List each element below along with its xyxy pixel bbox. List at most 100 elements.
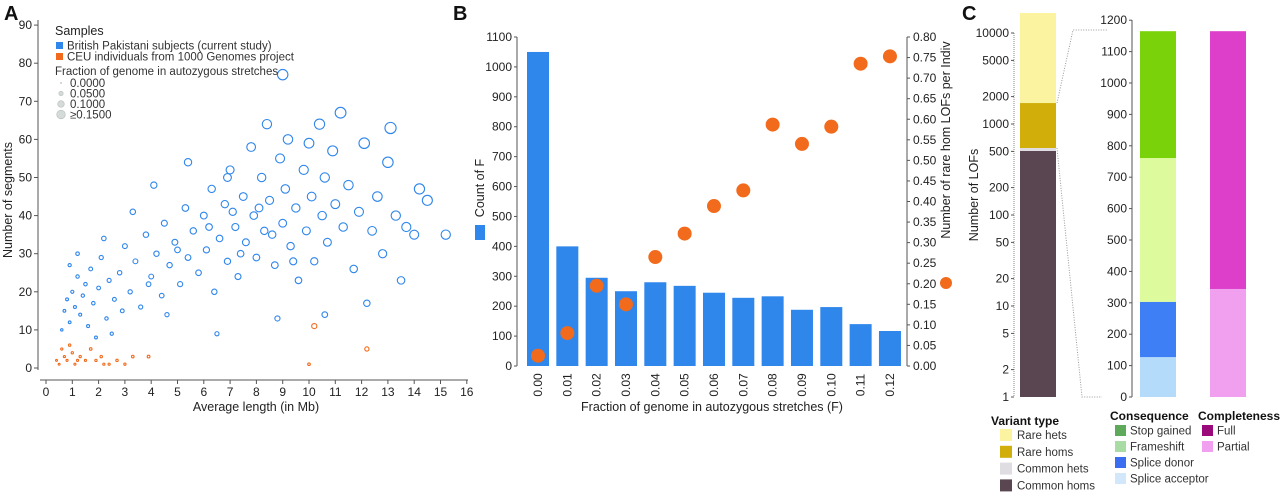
legend-swatch [1202,441,1213,452]
segment-splice-acceptor [1140,357,1176,397]
legend-label: Rare homs [1017,447,1073,459]
scatter-point-pakistani [205,223,213,231]
left-tick-label: 100 [492,329,512,343]
scatter-point-ceu [99,354,103,359]
right-tick-label: 0.40 [913,195,937,209]
scatter-point-pakistani [121,243,128,250]
dot-0.08 [765,117,780,132]
scatter-point-pakistani [78,312,83,317]
x-tick-label: 0.10 [824,373,838,397]
scatter-point-pakistani [220,199,230,209]
zoom-connector-bottom [1056,147,1102,398]
bar-0.10 [820,307,843,366]
scatter-point-pakistani [267,230,277,239]
scatter-point-ceu [115,358,119,363]
scatter-point-pakistani [276,68,289,81]
y-axis-label: Number of LOFs [967,149,981,241]
right-tick-label: 0.80 [913,30,937,44]
scatter-point-pakistani [60,328,64,332]
scatter-point-pakistani [363,299,371,307]
right-axis-label: Number of rare hom LOFs per Indiv [939,41,953,239]
segment-stop-gained [1140,31,1176,159]
legend-swatch [1115,441,1126,452]
scatter-point-pakistani [127,289,133,295]
right-tick-label: 0.25 [913,256,937,270]
scatter-point-pakistani [104,316,109,321]
x-axis-label: Average length (in Mb) [193,400,319,414]
scatter-point-pakistani [280,184,291,194]
scatter-point-pakistani [145,281,152,288]
y-tick-label: 50 [19,171,33,185]
size-legend-label: 0.0000 [70,78,105,90]
right-tick-label: 0.30 [913,236,937,250]
scatter-point-pakistani [96,285,102,291]
right-tick-label: 0.20 [913,277,937,291]
scatter-point-pakistani [132,258,139,265]
scatter-point-pakistani [184,254,192,261]
scatter-point-pakistani [129,208,137,216]
x-tick-label: 0.07 [736,373,750,397]
scatter-point-pakistani [70,289,75,294]
right-tick-label: 1200 [1100,13,1127,27]
size-legend-circle [56,109,66,120]
x-tick-label: 14 [408,385,422,399]
legend-swatch [1115,457,1126,468]
dot-0.03 [618,297,633,312]
right-tick-label: 0.45 [913,174,937,188]
scatter-point-pakistani [214,331,220,337]
legend-label: Common hets [1017,464,1089,476]
scatter-point-ceu [67,343,72,347]
scatter-point-pakistani [236,249,245,258]
panel-label-a: A [4,3,18,25]
x-tick-label: 5 [174,385,181,399]
left-tick-label: 1100 [486,30,512,44]
bar-chart-b: 0 100 200 300 400 500 600 700 800 900 1000 1100 0.00… [473,30,953,414]
scatter-point-pakistani [171,238,179,246]
scatter-point-pakistani [303,137,315,149]
scatter-point-pakistani [286,241,295,251]
scatter-point-pakistani [306,191,317,202]
scatter-point-pakistani [106,277,112,283]
right-tick-label: 0 [1120,390,1127,404]
x-tick-label: 3 [122,385,129,399]
scatter-point-pakistani [119,308,125,314]
scatter-point-ceu [364,346,370,352]
legend-label: Splice donor [1130,458,1194,470]
x-tick-label: 6 [200,385,207,399]
scatter-point-pakistani [256,172,267,183]
scatter-point-pakistani [225,165,235,175]
x-tick-label: 10 [302,385,316,399]
left-tick-label: 1000 [485,60,512,74]
left-tick-label: 700 [492,150,512,164]
scatter-point-pakistani [260,226,269,236]
x-axis-label: Fraction of genome in autozygous stretch… [581,400,843,414]
scatter-point-pakistani [67,262,72,268]
segment-full [1210,31,1246,289]
scatter-point-pakistani [421,194,433,206]
scatter-point-pakistani [75,274,80,279]
scatter-point-pakistani [80,293,86,298]
right-tick-label: 300 [1107,296,1127,310]
scatter-point-ceu [94,358,98,363]
x-tick-label: 13 [381,385,395,399]
right-tick-label: 100 [1107,359,1127,373]
left-tick-label: 200 [989,181,1009,195]
scatter-point-pakistani [164,311,170,318]
scatter-point-pakistani [413,183,426,195]
scatter-point-pakistani [177,281,184,288]
scatter-point-pakistani [109,331,114,336]
left-tick-label: 500 [989,144,1009,158]
scatter-point-pakistani [252,253,261,262]
x-tick-label: 7 [227,385,234,399]
right-tick-label: 0.75 [913,51,937,65]
scatter-point-pakistani [150,181,158,189]
right-tick-label: 0.60 [913,112,937,126]
bar-0.12 [878,331,901,366]
scatter-point-pakistani [228,207,237,216]
x-tick-label: 0.09 [795,373,809,397]
scatter-point-pakistani [211,288,218,296]
right-tick-label: 0.55 [913,133,937,147]
scatter-point-pakistani [409,229,420,240]
left-tick-label: 500 [492,209,512,223]
scatter-point-pakistani [148,273,155,280]
